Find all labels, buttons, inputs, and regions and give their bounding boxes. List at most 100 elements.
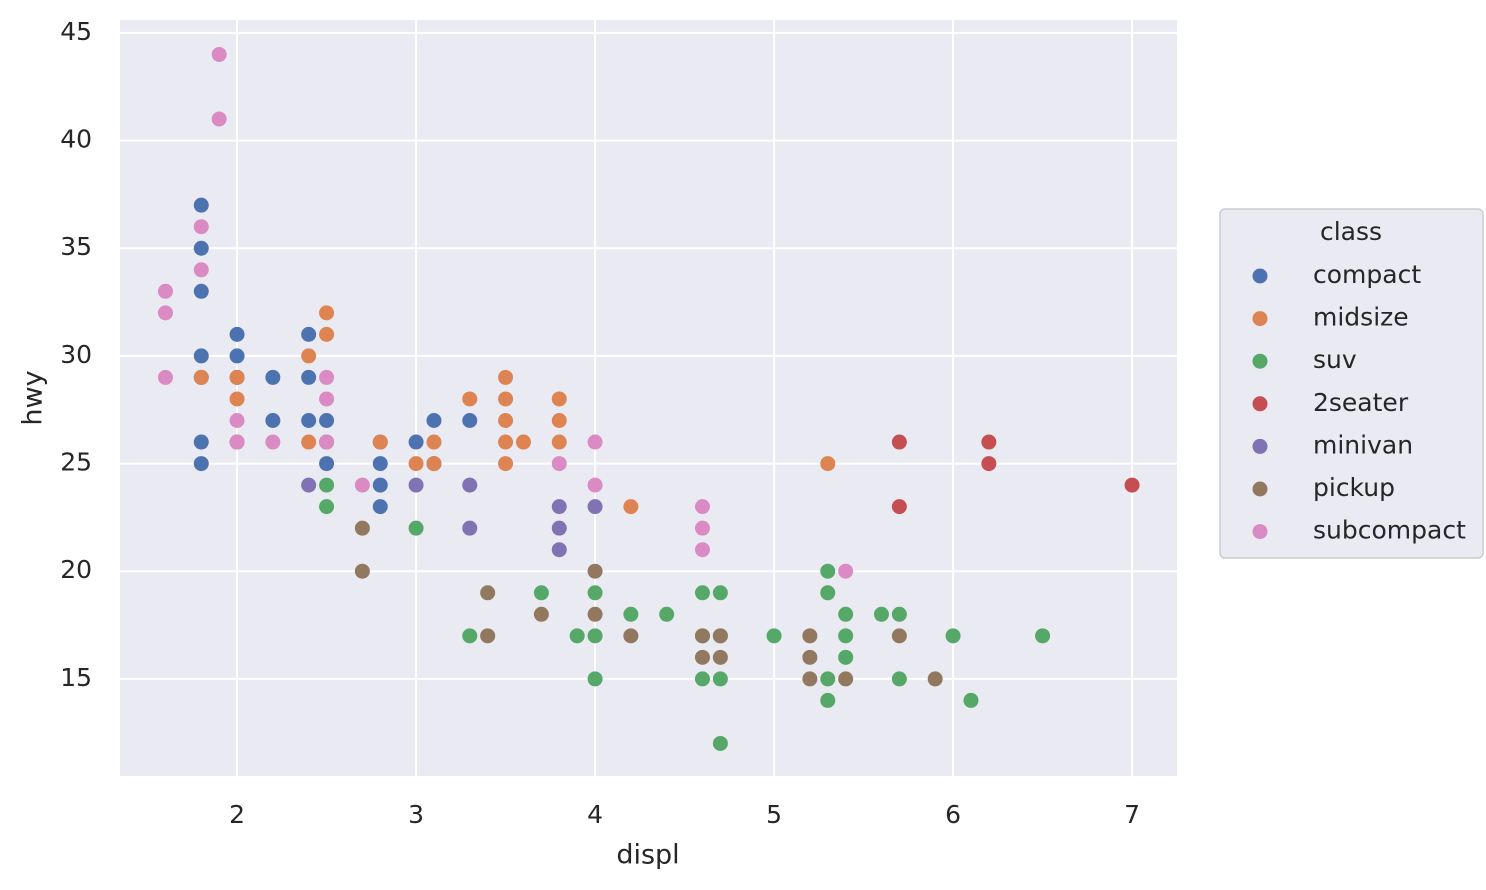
point <box>766 628 782 644</box>
x-tick-label: 4 <box>587 800 603 829</box>
point <box>551 520 567 536</box>
point <box>533 585 549 601</box>
point <box>462 628 478 644</box>
point <box>498 391 514 407</box>
legend-marker <box>1252 481 1268 497</box>
point <box>301 348 317 364</box>
point <box>551 542 567 558</box>
legend-marker <box>1252 524 1268 540</box>
y-tick-label: 25 <box>60 448 92 477</box>
point <box>838 606 854 622</box>
point <box>301 326 317 342</box>
legend-label: 2seater <box>1313 388 1409 417</box>
y-tick-label: 40 <box>60 125 92 154</box>
point <box>802 671 818 687</box>
point <box>927 671 943 687</box>
point <box>891 628 907 644</box>
point <box>838 671 854 687</box>
point <box>820 692 836 708</box>
point <box>193 219 209 235</box>
point <box>587 477 603 493</box>
point <box>838 649 854 665</box>
legend-title: class <box>1320 217 1382 246</box>
legend: class compact midsize suv 2seater minivan pic… <box>1219 208 1484 559</box>
point <box>301 434 317 450</box>
point <box>372 477 388 493</box>
point <box>802 628 818 644</box>
point <box>802 649 818 665</box>
point <box>319 369 335 385</box>
point <box>981 456 997 472</box>
y-tick-label: 15 <box>60 663 92 692</box>
point <box>462 391 478 407</box>
legend-label: minivan <box>1313 430 1413 459</box>
point <box>193 262 209 278</box>
point <box>551 434 567 450</box>
plot-area <box>120 20 1177 776</box>
point <box>694 499 710 515</box>
point <box>265 369 281 385</box>
legend-marker <box>1252 268 1268 284</box>
point <box>694 585 710 601</box>
y-tick-label: 20 <box>60 555 92 584</box>
point <box>157 369 173 385</box>
marks <box>157 46 1140 751</box>
point <box>265 413 281 429</box>
point <box>587 606 603 622</box>
point <box>408 520 424 536</box>
legend-marker <box>1252 353 1268 369</box>
point <box>694 542 710 558</box>
point <box>712 585 728 601</box>
point <box>694 520 710 536</box>
point <box>712 671 728 687</box>
point <box>426 413 442 429</box>
point <box>229 369 245 385</box>
point <box>712 628 728 644</box>
y-axis-label: hwy <box>18 370 49 425</box>
point <box>891 499 907 515</box>
x-tick-label: 5 <box>766 800 782 829</box>
point <box>211 111 227 127</box>
point <box>301 413 317 429</box>
point <box>193 456 209 472</box>
point <box>712 649 728 665</box>
grid <box>120 20 1177 776</box>
point <box>945 628 961 644</box>
point <box>838 563 854 579</box>
point <box>712 735 728 751</box>
x-tick-label: 6 <box>945 800 961 829</box>
point <box>408 477 424 493</box>
point <box>193 197 209 213</box>
point <box>587 434 603 450</box>
point <box>229 348 245 364</box>
legend-marker <box>1252 311 1268 327</box>
point <box>1035 628 1051 644</box>
point <box>498 369 514 385</box>
point <box>319 456 335 472</box>
point <box>193 283 209 299</box>
point <box>551 499 567 515</box>
point <box>319 413 335 429</box>
point <box>820 456 836 472</box>
y-tick-label: 30 <box>60 340 92 369</box>
point <box>963 692 979 708</box>
point <box>157 283 173 299</box>
point <box>462 520 478 536</box>
point <box>211 46 227 62</box>
point <box>157 305 173 321</box>
point <box>551 456 567 472</box>
point <box>820 671 836 687</box>
legend-label: subcompact <box>1313 516 1466 545</box>
point <box>480 585 496 601</box>
point <box>1124 477 1140 493</box>
legend-label: compact <box>1313 260 1421 289</box>
point <box>694 628 710 644</box>
point <box>587 671 603 687</box>
legend-label: midsize <box>1313 303 1409 332</box>
point <box>891 434 907 450</box>
point <box>873 606 889 622</box>
point <box>319 305 335 321</box>
point <box>354 520 370 536</box>
point <box>193 240 209 256</box>
